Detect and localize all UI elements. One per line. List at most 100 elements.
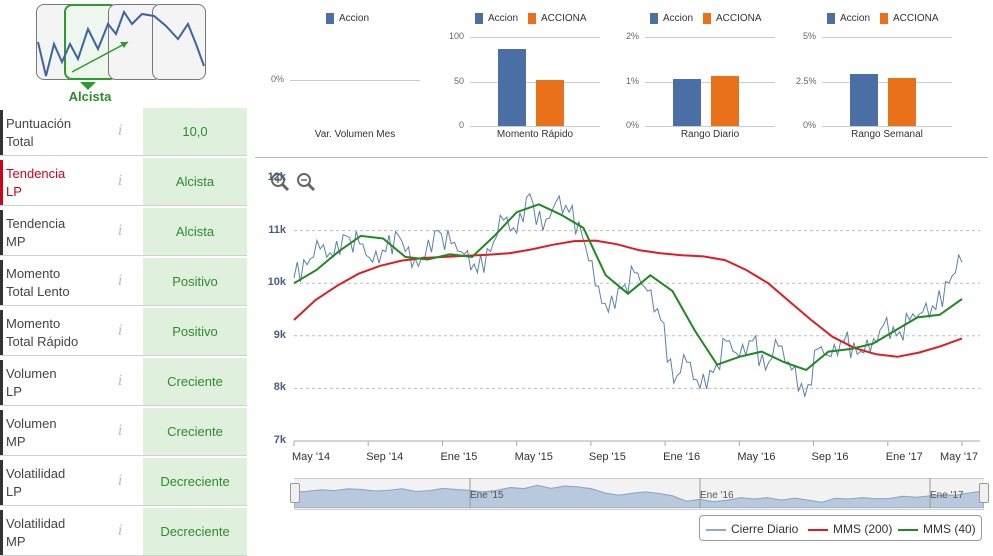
score-name: Volatilidad MP xyxy=(6,515,106,551)
score-row: Tendencia MP i Alcista xyxy=(0,208,247,256)
legend-swatch xyxy=(528,13,537,24)
score-value: Creciente xyxy=(143,358,247,406)
gridline xyxy=(470,37,600,38)
series-mms-40[interactable] xyxy=(293,203,963,372)
score-name-line2: MP xyxy=(6,534,26,549)
score-name: Tendencia LP xyxy=(6,165,106,201)
score-name: Puntuación Total xyxy=(6,115,106,151)
score-value: Positivo xyxy=(143,308,247,356)
score-name-line1: Tendencia xyxy=(6,216,66,231)
legend-item-cierre[interactable]: Cierre Diario xyxy=(706,522,798,536)
mini-legend: Accion ACCIONA xyxy=(475,13,597,24)
price-chart-plot[interactable] xyxy=(290,160,990,460)
bar-acciona[interactable] xyxy=(711,76,739,126)
row-marker xyxy=(0,110,3,156)
divider xyxy=(255,157,988,158)
x-tick-label: Ene '16 xyxy=(663,451,701,463)
legend-accion[interactable]: Accion xyxy=(475,13,518,24)
legend-acciona[interactable]: ACCIONA xyxy=(880,13,939,24)
axis-tick-label: 0 xyxy=(458,120,464,130)
series-cierre-diario[interactable] xyxy=(293,192,963,399)
axis-tick-label: 100 xyxy=(448,31,464,41)
score-row: Volumen LP i Creciente xyxy=(0,358,247,406)
row-divider xyxy=(0,155,247,156)
zoom-in-icon[interactable] xyxy=(270,172,290,197)
info-icon[interactable]: i xyxy=(118,373,123,389)
legend-accion[interactable]: Accion xyxy=(326,13,369,24)
legend-label: Accion xyxy=(840,13,871,25)
x-tick-label: May '14 xyxy=(292,451,331,463)
legend-item-mms40[interactable]: MMS (40) xyxy=(898,522,976,536)
score-value: Positivo xyxy=(143,258,247,306)
legend-swatch xyxy=(880,13,889,24)
row-marker xyxy=(0,260,3,306)
score-name: Tendencia MP xyxy=(6,215,106,251)
score-name-line2: LP xyxy=(6,184,22,199)
navigator-left-handle[interactable] xyxy=(290,483,300,503)
row-divider xyxy=(0,255,247,256)
row-divider xyxy=(0,355,247,356)
score-value: 10,0 xyxy=(143,108,247,156)
mini-legend: Accion ACCIONA xyxy=(650,13,772,24)
bar-acciona[interactable] xyxy=(536,79,564,126)
score-name-line1: Momento xyxy=(6,266,61,281)
bar-accion[interactable] xyxy=(673,78,701,126)
mini-chart-title: Momento Rápido xyxy=(496,129,574,140)
trend-selected-label: Alcista xyxy=(68,89,112,104)
legend-acciona[interactable]: ACCIONA xyxy=(703,13,762,24)
row-marker xyxy=(0,210,3,256)
axis-tick-label: 5% xyxy=(802,31,816,41)
y-tick-label: 9k xyxy=(273,328,286,341)
info-icon[interactable]: i xyxy=(118,423,123,439)
x-tick-label: May '15 xyxy=(514,451,553,463)
row-divider xyxy=(0,205,247,206)
score-row: Momento Total Lento i Positivo xyxy=(0,258,247,306)
score-name-line2: Total Rápido xyxy=(6,334,79,349)
bar-accion[interactable] xyxy=(850,74,878,126)
bar-acciona[interactable] xyxy=(888,78,916,126)
legend-acciona[interactable]: ACCIONA xyxy=(528,13,587,24)
navigator-area xyxy=(294,484,984,508)
gridline xyxy=(645,81,775,83)
x-tick-label: May '16 xyxy=(737,451,776,463)
y-tick-label: 11k xyxy=(268,223,286,236)
legend-accion[interactable]: Accion xyxy=(650,13,693,24)
bar-accion[interactable] xyxy=(498,49,526,126)
info-icon[interactable]: i xyxy=(118,273,123,289)
legend-accion[interactable]: Accion xyxy=(827,13,870,24)
info-icon[interactable]: i xyxy=(118,223,123,239)
legend-swatch xyxy=(827,13,835,24)
zoom-out-icon[interactable] xyxy=(296,172,316,197)
chart-legend: Cierre Diario MMS (200) MMS (40) xyxy=(699,515,982,541)
row-marker xyxy=(0,160,3,206)
info-icon[interactable]: i xyxy=(118,173,123,189)
score-value: Decreciente xyxy=(143,458,247,506)
score-name-line1: Puntuación xyxy=(6,116,72,131)
axis-tick-label: 0% xyxy=(625,120,639,130)
gridline xyxy=(470,126,600,127)
series-mms-200[interactable] xyxy=(293,239,963,358)
gridline xyxy=(470,81,600,83)
legend-label: ACCIONA xyxy=(541,13,587,25)
legend-label: Accion xyxy=(339,13,370,25)
gridline xyxy=(822,81,952,83)
navigator-right-handle[interactable] xyxy=(979,483,989,503)
mini-chart-title: Rango Semanal xyxy=(851,129,923,140)
y-tick-label: 8k xyxy=(273,381,286,394)
trend-card-other[interactable] xyxy=(152,4,206,80)
score-value: Decreciente xyxy=(143,508,247,556)
gridline xyxy=(645,37,775,38)
row-divider xyxy=(0,405,247,406)
score-name: Momento Total Rápido xyxy=(6,315,106,351)
info-icon[interactable]: i xyxy=(118,123,123,139)
legend-item-mms200[interactable]: MMS (200) xyxy=(808,522,892,536)
info-icon[interactable]: i xyxy=(118,523,123,539)
score-name: Momento Total Lento xyxy=(6,265,106,301)
navigator-label: Ene '15 xyxy=(470,490,504,501)
mini-legend: Accion ACCIONA xyxy=(827,13,949,24)
info-icon[interactable]: i xyxy=(118,323,123,339)
info-icon[interactable]: i xyxy=(118,473,123,489)
gridline xyxy=(822,126,952,127)
trend-sparkline-icon xyxy=(37,9,205,90)
score-row: Puntuación Total i 10,0 xyxy=(0,108,247,156)
